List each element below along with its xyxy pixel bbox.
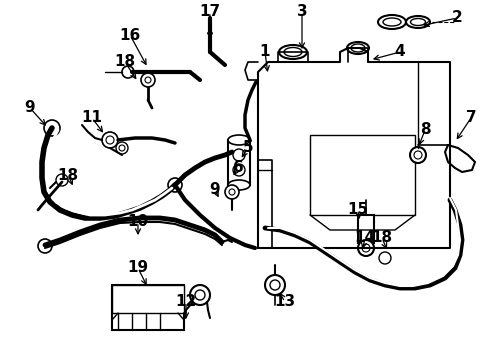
Circle shape — [190, 285, 210, 305]
Text: 9: 9 — [210, 183, 220, 198]
Ellipse shape — [347, 42, 369, 54]
Text: 18: 18 — [57, 167, 78, 183]
Ellipse shape — [411, 18, 425, 26]
Ellipse shape — [279, 45, 307, 59]
Text: 11: 11 — [81, 111, 102, 126]
Text: 1: 1 — [260, 45, 270, 59]
Circle shape — [145, 77, 151, 83]
Circle shape — [362, 244, 370, 252]
Text: 4: 4 — [394, 45, 405, 59]
Bar — [358, 215, 374, 243]
Bar — [310, 135, 415, 215]
Circle shape — [122, 66, 134, 78]
Text: 2: 2 — [452, 10, 463, 26]
Bar — [112, 285, 184, 313]
Circle shape — [38, 239, 52, 253]
Ellipse shape — [351, 44, 365, 52]
Ellipse shape — [378, 15, 406, 29]
Circle shape — [229, 189, 235, 195]
Circle shape — [44, 120, 60, 136]
Circle shape — [225, 185, 239, 199]
Text: 19: 19 — [127, 261, 148, 275]
Circle shape — [410, 147, 426, 163]
Text: 17: 17 — [199, 4, 220, 19]
Text: 18: 18 — [115, 54, 136, 69]
Circle shape — [56, 174, 68, 186]
Ellipse shape — [383, 18, 401, 26]
Circle shape — [119, 145, 125, 151]
Ellipse shape — [284, 48, 302, 57]
Circle shape — [358, 240, 374, 256]
Circle shape — [270, 280, 280, 290]
Ellipse shape — [406, 16, 430, 28]
Text: 9: 9 — [24, 100, 35, 116]
Text: 15: 15 — [347, 202, 368, 217]
Text: 8: 8 — [420, 122, 430, 138]
Text: 14: 14 — [354, 230, 375, 246]
Circle shape — [233, 149, 245, 161]
Ellipse shape — [228, 180, 250, 190]
Text: 12: 12 — [175, 294, 196, 310]
Circle shape — [195, 290, 205, 300]
Ellipse shape — [228, 135, 250, 145]
Text: 16: 16 — [120, 27, 141, 42]
Circle shape — [168, 178, 182, 192]
Circle shape — [379, 252, 391, 264]
Circle shape — [106, 136, 114, 144]
Circle shape — [141, 73, 155, 87]
Circle shape — [116, 142, 128, 154]
Bar — [112, 285, 184, 330]
Text: 7: 7 — [466, 111, 476, 126]
Text: 6: 6 — [233, 161, 244, 175]
Text: 3: 3 — [296, 4, 307, 19]
Circle shape — [233, 164, 245, 176]
Circle shape — [265, 275, 285, 295]
Text: 5: 5 — [243, 140, 253, 156]
Circle shape — [414, 151, 422, 159]
Circle shape — [102, 132, 118, 148]
Text: 10: 10 — [127, 215, 148, 230]
Text: 13: 13 — [274, 294, 295, 310]
Bar — [228, 140, 250, 185]
Text: 18: 18 — [371, 230, 392, 246]
